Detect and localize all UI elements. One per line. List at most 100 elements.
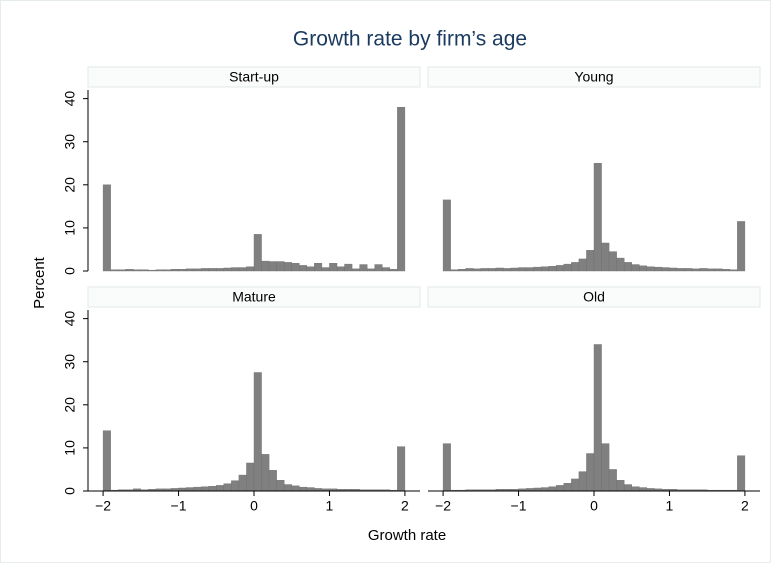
bar bbox=[200, 486, 209, 492]
bar bbox=[208, 486, 217, 492]
bar bbox=[102, 430, 111, 492]
panel-title: Young bbox=[574, 69, 613, 85]
bar bbox=[314, 263, 323, 272]
bar bbox=[442, 199, 451, 272]
bar bbox=[366, 268, 375, 272]
bar bbox=[178, 269, 187, 272]
bar bbox=[374, 264, 383, 272]
x-tick-label: 2 bbox=[401, 498, 409, 514]
x-tick-label: 0 bbox=[590, 498, 598, 514]
bar bbox=[238, 267, 247, 272]
bar bbox=[306, 266, 315, 272]
bar bbox=[608, 469, 617, 492]
bar bbox=[223, 267, 232, 272]
bar bbox=[231, 267, 240, 272]
bar bbox=[518, 267, 527, 272]
bar bbox=[669, 267, 678, 272]
bar bbox=[389, 269, 398, 272]
bar bbox=[593, 163, 602, 272]
x-axis-label: Growth rate bbox=[368, 527, 446, 544]
x-tick-label: 1 bbox=[326, 498, 334, 514]
bar bbox=[397, 107, 406, 272]
y-axis-label: Percent bbox=[31, 256, 48, 309]
bar bbox=[283, 262, 292, 272]
bar bbox=[321, 267, 330, 272]
bar bbox=[208, 268, 217, 272]
bar bbox=[488, 268, 497, 272]
bar bbox=[601, 443, 610, 492]
y-tick-label: 20 bbox=[62, 177, 78, 193]
y-tick-label: 30 bbox=[62, 134, 78, 150]
bar bbox=[503, 268, 512, 272]
bar bbox=[450, 269, 459, 272]
bar bbox=[480, 268, 489, 272]
strip bbox=[427, 286, 761, 308]
bar bbox=[706, 268, 715, 272]
bar bbox=[556, 485, 565, 492]
bar bbox=[253, 234, 262, 272]
bar bbox=[540, 266, 549, 272]
bar bbox=[737, 221, 746, 272]
bar bbox=[163, 269, 172, 272]
bar bbox=[631, 264, 640, 272]
bar bbox=[336, 266, 345, 272]
bar bbox=[253, 372, 262, 492]
chart-title: Growth rate by firm’s age bbox=[293, 28, 527, 51]
bar bbox=[170, 269, 179, 272]
bar bbox=[571, 262, 580, 272]
bar bbox=[246, 266, 255, 272]
bar bbox=[397, 446, 406, 492]
bar bbox=[722, 269, 731, 272]
bar bbox=[593, 344, 602, 492]
bar bbox=[623, 484, 632, 492]
bar bbox=[268, 470, 277, 492]
bar bbox=[125, 269, 134, 272]
bar bbox=[608, 251, 617, 272]
x-tick-label: −2 bbox=[95, 498, 111, 514]
bar bbox=[616, 480, 625, 492]
bar bbox=[442, 443, 451, 492]
bar bbox=[457, 269, 466, 272]
y-tick-label: 40 bbox=[62, 91, 78, 107]
bar bbox=[276, 480, 285, 492]
bar bbox=[261, 454, 270, 492]
bar bbox=[548, 266, 557, 272]
y-tick-label: 0 bbox=[62, 487, 78, 495]
bar bbox=[737, 455, 746, 492]
bar bbox=[556, 265, 565, 272]
strip bbox=[87, 66, 421, 88]
bar bbox=[729, 269, 738, 272]
bar bbox=[661, 267, 670, 272]
bar bbox=[223, 483, 232, 492]
bar bbox=[200, 268, 209, 272]
bar bbox=[646, 266, 655, 272]
bar bbox=[155, 269, 164, 272]
bar bbox=[699, 268, 708, 272]
bar bbox=[231, 480, 240, 492]
panel-title: Old bbox=[583, 289, 605, 305]
bar bbox=[586, 250, 595, 272]
bar bbox=[246, 462, 255, 492]
bar bbox=[351, 268, 360, 272]
y-tick-label: 10 bbox=[62, 220, 78, 236]
x-tick-label: 1 bbox=[666, 498, 674, 514]
bar bbox=[291, 263, 300, 272]
bar bbox=[148, 269, 157, 272]
bar bbox=[465, 268, 474, 272]
bar bbox=[540, 487, 549, 492]
bar bbox=[714, 268, 723, 272]
bar bbox=[601, 242, 610, 272]
bar bbox=[684, 268, 693, 272]
bar bbox=[473, 268, 482, 272]
bar bbox=[525, 267, 534, 272]
x-tick-label: −1 bbox=[511, 498, 527, 514]
strip bbox=[87, 286, 421, 308]
strip bbox=[427, 66, 761, 88]
bar bbox=[193, 486, 202, 492]
bar bbox=[261, 260, 270, 272]
bar bbox=[510, 267, 519, 272]
bar bbox=[140, 269, 149, 272]
bar bbox=[283, 484, 292, 492]
y-tick-label: 20 bbox=[62, 397, 78, 413]
